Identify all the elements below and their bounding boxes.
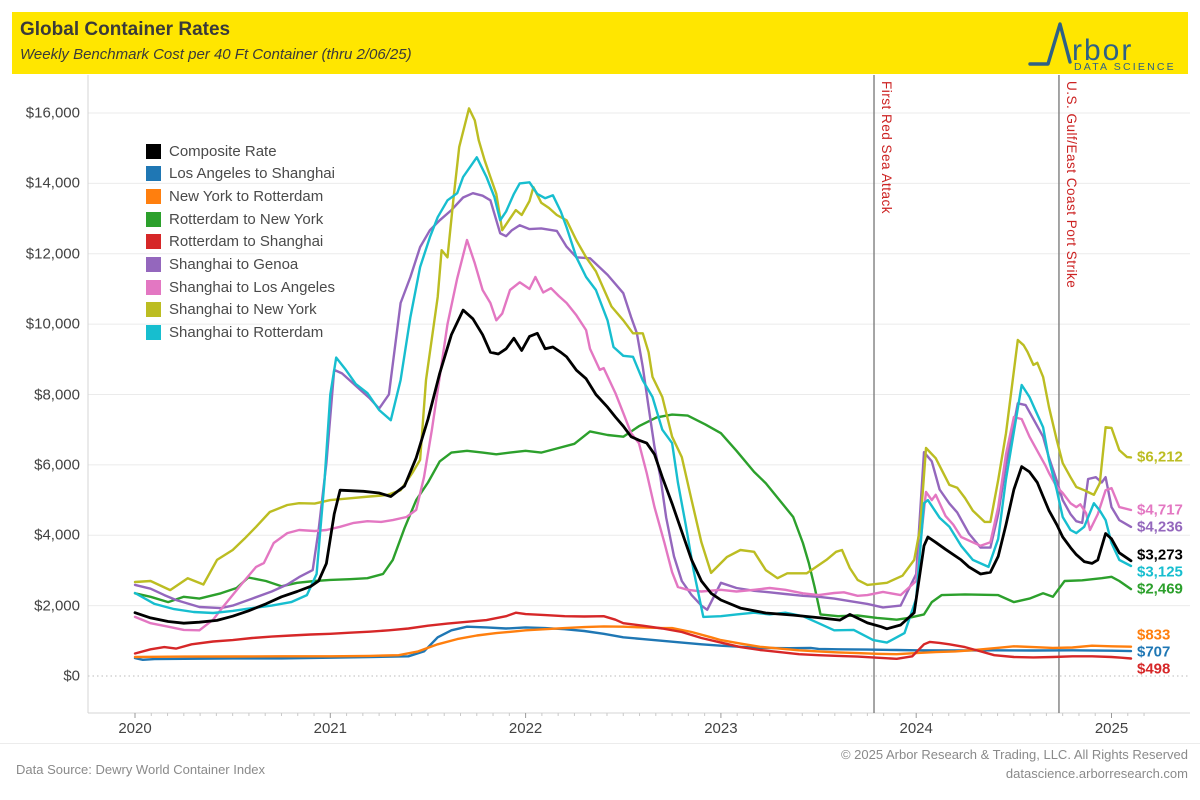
- legend-swatch-icon: [146, 143, 161, 159]
- page-subtitle: Weekly Benchmark Cost per 40 Ft Containe…: [20, 46, 412, 63]
- svg-text:DATA SCIENCE: DATA SCIENCE: [1074, 61, 1176, 72]
- event-label: U.S. Gulf/East Coast Port Strike: [1063, 81, 1079, 289]
- legend-label: Rotterdam to New York: [169, 210, 324, 228]
- legend-swatch-icon: [146, 211, 161, 227]
- y-tick-label: $0: [63, 667, 80, 685]
- legend-swatch-icon: [146, 325, 161, 341]
- end-label-shanghai-to-rotterdam: $3,125: [1137, 563, 1183, 581]
- arbor-logo: rbor DATA SCIENCE: [1022, 16, 1182, 73]
- title-bar: Global Container Rates Weekly Benchmark …: [12, 12, 1188, 74]
- series-line-los-angeles-to-shanghai: [133, 625, 1133, 661]
- end-label-shanghai-to-new-york: $6,212: [1137, 448, 1183, 466]
- legend-item-shanghai-to-los-angeles[interactable]: Shanghai to Los Angeles: [146, 276, 335, 298]
- legend-swatch-icon: [146, 234, 161, 250]
- x-tick-label: 2023: [704, 720, 738, 737]
- y-tick-label: $6,000: [34, 456, 80, 474]
- legend-label: Composite Rate: [169, 142, 277, 160]
- series-line-composite-rate: [133, 308, 1133, 631]
- copyright-text: © 2025 Arbor Research & Trading, LLC. Al…: [840, 747, 1188, 762]
- series-line-shanghai-to-genoa: [133, 192, 1133, 611]
- legend-label: Shanghai to Los Angeles: [169, 278, 335, 296]
- x-tick-label: 2024: [899, 720, 933, 737]
- data-source-note: Data Source: Dewry World Container Index: [16, 762, 266, 777]
- legend-item-rotterdam-to-shanghai[interactable]: Rotterdam to Shanghai: [146, 231, 323, 253]
- end-label-los-angeles-to-shanghai: $707: [1137, 643, 1171, 661]
- legend-item-shanghai-to-genoa[interactable]: Shanghai to Genoa: [146, 254, 298, 276]
- y-tick-label: $10,000: [25, 315, 80, 333]
- copyright-block: © 2025 Arbor Research & Trading, LLC. Al…: [841, 745, 1188, 783]
- svg-text:rbor: rbor: [1072, 34, 1133, 67]
- arbor-logo-mark-icon: rbor DATA SCIENCE: [1028, 22, 1176, 73]
- y-tick-label: $12,000: [25, 245, 80, 263]
- end-label-shanghai-to-los-angeles: $4,717: [1137, 501, 1183, 519]
- legend-swatch-icon: [146, 257, 161, 272]
- series-line-rotterdam-to-shanghai: [133, 611, 1133, 660]
- series-line-shanghai-to-los-angeles: [133, 238, 1133, 632]
- series-line-new-york-to-rotterdam: [133, 625, 1133, 659]
- y-tick-label: $8,000: [34, 386, 80, 403]
- legend-label: Rotterdam to Shanghai: [169, 233, 324, 251]
- x-tick-label: 2021: [313, 720, 347, 737]
- y-tick-label: $2,000: [34, 597, 80, 615]
- legend-label: Los Angeles to Shanghai: [169, 165, 335, 183]
- website-link[interactable]: datascience.arborresearch.com: [1005, 766, 1188, 781]
- legend-item-new-york-to-rotterdam[interactable]: New York to Rotterdam: [146, 185, 323, 207]
- x-tick-label: 2025: [1094, 720, 1129, 737]
- end-label-rotterdam-to-new-york: $2,469: [1137, 580, 1183, 598]
- end-label-composite-rate: $3,273: [1137, 546, 1183, 564]
- legend-swatch-icon: [146, 302, 161, 318]
- legend-item-shanghai-to-rotterdam[interactable]: Shanghai to Rotterdam: [146, 322, 323, 344]
- end-label-rotterdam-to-shanghai: $498: [1137, 660, 1171, 678]
- footer-divider: [0, 743, 1200, 744]
- x-tick-label: 2022: [508, 720, 543, 737]
- legend-label: Shanghai to New York: [169, 301, 317, 319]
- page-title: Global Container Rates: [20, 19, 231, 40]
- series-line-rotterdam-to-new-york: [133, 413, 1133, 621]
- legend-swatch-icon: [146, 188, 161, 204]
- legend-swatch-icon: [146, 166, 161, 182]
- end-label-new-york-to-rotterdam: $833: [1137, 626, 1171, 644]
- legend-item-composite-rate[interactable]: Composite Rate: [146, 140, 277, 162]
- y-tick-label: $4,000: [34, 526, 80, 544]
- legend-label: New York to Rotterdam: [169, 187, 324, 205]
- series-line-shanghai-to-rotterdam: [133, 156, 1133, 644]
- event-label: First Red Sea Attack: [879, 81, 894, 215]
- x-tick-label: 2020: [118, 720, 152, 737]
- end-label-shanghai-to-genoa: $4,236: [1137, 518, 1183, 536]
- legend-label: Shanghai to Genoa: [169, 256, 299, 273]
- legend-item-los-angeles-to-shanghai[interactable]: Los Angeles to Shanghai: [146, 163, 335, 185]
- legend-swatch-icon: [146, 279, 161, 295]
- legend-label: Shanghai to Rotterdam: [169, 324, 324, 342]
- legend-item-rotterdam-to-new-york[interactable]: Rotterdam to New York: [146, 208, 323, 230]
- y-tick-label: $14,000: [25, 174, 80, 192]
- legend-item-shanghai-to-new-york[interactable]: Shanghai to New York: [146, 299, 317, 321]
- y-tick-label: $16,000: [25, 104, 80, 122]
